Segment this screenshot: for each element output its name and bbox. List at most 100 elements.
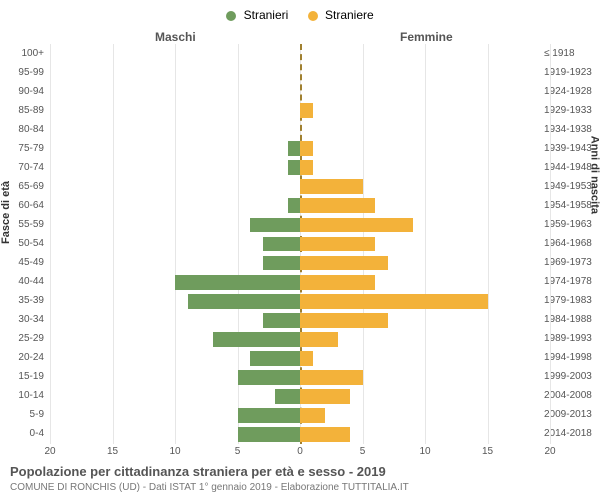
- bar-male: [288, 160, 301, 175]
- x-tick: 10: [169, 446, 180, 457]
- legend-item-female: Straniere: [308, 8, 374, 22]
- gridline: [113, 44, 114, 444]
- plot-area: [50, 44, 550, 444]
- x-tick: 20: [544, 446, 555, 457]
- bar-male: [250, 218, 300, 233]
- legend: Stranieri Straniere: [0, 8, 600, 22]
- gridline: [550, 44, 551, 444]
- y-axis-left: 100+ 95-99 90-94 85-89 80-84 75-79 70-74 65-69 6…: [0, 44, 48, 444]
- x-tick: 10: [419, 446, 430, 457]
- bar-male: [288, 198, 301, 213]
- y-tick-age: 40-44: [18, 277, 44, 287]
- bar-female: [300, 218, 413, 233]
- gridline: [425, 44, 426, 444]
- bar-male: [213, 332, 301, 347]
- legend-label-female: Straniere: [325, 8, 374, 22]
- y-tick-age: 100+: [21, 49, 44, 59]
- x-tick: 20: [44, 446, 55, 457]
- bar-female: [300, 389, 350, 404]
- y-tick-age: 15-19: [18, 372, 44, 382]
- y-tick-age: 25-29: [18, 334, 44, 344]
- bar-female: [300, 103, 313, 118]
- y-tick-age: 30-34: [18, 315, 44, 325]
- bar-female: [300, 160, 313, 175]
- y-tick-birthyear: 1974-1978: [544, 277, 592, 287]
- y-tick-age: 35-39: [18, 296, 44, 306]
- y-tick-age: 65-69: [18, 182, 44, 192]
- chart-subtitle: COMUNE DI RONCHIS (UD) - Dati ISTAT 1° g…: [10, 482, 409, 493]
- legend-label-male: Stranieri: [244, 8, 289, 22]
- legend-swatch-female: [308, 11, 318, 21]
- y-tick-birthyear: 1984-1988: [544, 315, 592, 325]
- y-tick-age: 75-79: [18, 144, 44, 154]
- gridline: [50, 44, 51, 444]
- y-tick-age: 20-24: [18, 353, 44, 363]
- x-tick: 5: [235, 446, 241, 457]
- y-tick-birthyear: 1979-1983: [544, 296, 592, 306]
- bar-female: [300, 408, 325, 423]
- bar-male: [238, 427, 301, 442]
- bar-male: [263, 313, 301, 328]
- x-axis: 201510505101520: [50, 446, 550, 466]
- y-tick-birthyear: 1964-1968: [544, 239, 592, 249]
- y-tick-age: 50-54: [18, 239, 44, 249]
- bar-male: [263, 237, 301, 252]
- bar-male: [175, 275, 300, 290]
- bar-female: [300, 256, 388, 271]
- y-tick-age: 5-9: [30, 410, 44, 420]
- y-tick-birthyear: 1969-1973: [544, 258, 592, 268]
- x-tick: 0: [297, 446, 303, 457]
- y-tick-age: 0-4: [30, 429, 44, 439]
- bar-female: [300, 237, 375, 252]
- y-tick-birthyear: 1954-1958: [544, 201, 592, 211]
- bar-male: [250, 351, 300, 366]
- bar-male: [263, 256, 301, 271]
- bar-male: [238, 408, 301, 423]
- bar-female: [300, 351, 313, 366]
- y-tick-birthyear: 1929-1933: [544, 106, 592, 116]
- y-tick-birthyear: 1944-1948: [544, 163, 592, 173]
- x-tick: 15: [107, 446, 118, 457]
- x-tick: 5: [360, 446, 366, 457]
- y-tick-birthyear: 1919-1923: [544, 68, 592, 78]
- y-tick-age: 70-74: [18, 163, 44, 173]
- bar-female: [300, 427, 350, 442]
- bar-female: [300, 141, 313, 156]
- y-tick-age: 90-94: [18, 87, 44, 97]
- y-tick-age: 60-64: [18, 201, 44, 211]
- legend-item-male: Stranieri: [226, 8, 288, 22]
- gender-label-female: Femmine: [400, 30, 453, 44]
- x-tick: 15: [482, 446, 493, 457]
- bar-female: [300, 198, 375, 213]
- y-tick-age: 45-49: [18, 258, 44, 268]
- y-tick-birthyear: 1934-1938: [544, 125, 592, 135]
- y-tick-birthyear: 1949-1953: [544, 182, 592, 192]
- legend-swatch-male: [226, 11, 236, 21]
- bar-male: [188, 294, 301, 309]
- y-tick-birthyear: 1989-1993: [544, 334, 592, 344]
- y-tick-age: 85-89: [18, 106, 44, 116]
- gender-label-male: Maschi: [155, 30, 196, 44]
- bar-male: [238, 370, 301, 385]
- bar-male: [275, 389, 300, 404]
- pyramid-chart: Stranieri Straniere Maschi Femmine Fasce…: [0, 0, 600, 500]
- bar-female: [300, 179, 363, 194]
- y-tick-birthyear: 1939-1943: [544, 144, 592, 154]
- bar-male: [288, 141, 301, 156]
- gridline: [488, 44, 489, 444]
- bar-female: [300, 294, 488, 309]
- y-tick-birthyear: 1994-1998: [544, 353, 592, 363]
- bar-female: [300, 370, 363, 385]
- gridline: [175, 44, 176, 444]
- y-tick-age: 80-84: [18, 125, 44, 135]
- y-tick-age: 95-99: [18, 68, 44, 78]
- bar-female: [300, 313, 388, 328]
- y-tick-birthyear: 1924-1928: [544, 87, 592, 97]
- chart-title: Popolazione per cittadinanza straniera p…: [10, 464, 386, 479]
- y-tick-birthyear: 2009-2013: [544, 410, 592, 420]
- y-tick-age: 55-59: [18, 220, 44, 230]
- y-tick-birthyear: 2004-2008: [544, 391, 592, 401]
- y-tick-birthyear: 1959-1963: [544, 220, 592, 230]
- bar-female: [300, 332, 338, 347]
- y-tick-age: 10-14: [18, 391, 44, 401]
